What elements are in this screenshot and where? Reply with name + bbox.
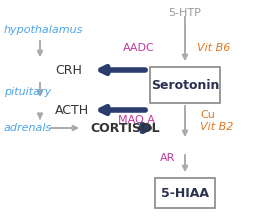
Text: Cu: Cu <box>200 110 215 120</box>
Text: adrenals: adrenals <box>4 123 52 133</box>
Text: CORTISOL: CORTISOL <box>90 121 160 135</box>
Text: hypothalamus: hypothalamus <box>4 25 83 35</box>
FancyBboxPatch shape <box>155 178 215 208</box>
Text: 5-HIAA: 5-HIAA <box>161 187 209 199</box>
Text: ACTH: ACTH <box>55 104 89 116</box>
Text: pituitary: pituitary <box>4 87 51 97</box>
Text: MAO A: MAO A <box>118 115 155 125</box>
Text: Serotonin: Serotonin <box>151 78 219 92</box>
Text: Vit B6: Vit B6 <box>197 43 230 53</box>
Text: CRH: CRH <box>55 63 82 77</box>
FancyBboxPatch shape <box>150 67 220 103</box>
Text: Vit B2: Vit B2 <box>200 122 233 132</box>
Text: AR: AR <box>160 153 175 163</box>
Text: 5-HTP: 5-HTP <box>169 8 201 18</box>
Text: AADC: AADC <box>123 43 155 53</box>
